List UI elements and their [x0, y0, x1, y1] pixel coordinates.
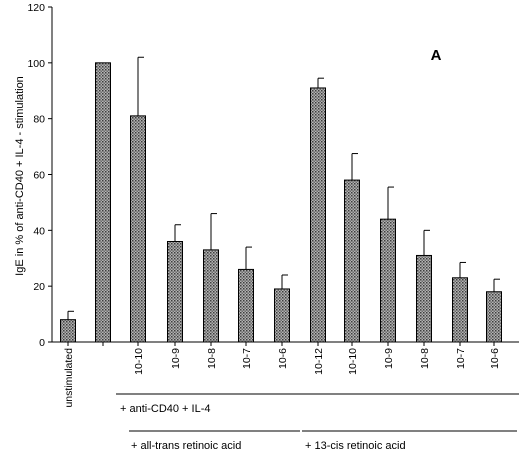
error-bars — [67, 56, 500, 320]
bar — [95, 62, 111, 343]
bar — [344, 179, 360, 343]
bar — [130, 115, 146, 343]
panel-label: A — [431, 47, 442, 64]
category-labels: unstimulated 10-10 10-9 10-8 10-7 10-6 10-12 10… — [63, 348, 501, 408]
category-label: 10-8 — [206, 348, 218, 369]
group-label-anti-cd40: + anti-CD40 + IL-4 — [120, 403, 211, 415]
bar — [416, 254, 432, 343]
bar — [203, 249, 219, 343]
bar — [167, 241, 183, 343]
bar — [238, 268, 254, 343]
group-label-13-cis: + 13-cis retinoic acid — [305, 440, 406, 452]
category-label: 10-9 — [170, 348, 182, 369]
category-label: 10-9 — [383, 348, 395, 369]
bars — [60, 62, 502, 343]
axes: 0 20 40 60 80 100 120 — [27, 2, 519, 349]
category-label: 10-10 — [347, 348, 359, 375]
category-label: 10-10 — [133, 348, 145, 375]
bar — [452, 277, 468, 343]
y-tick-label: 100 — [27, 58, 45, 70]
category-label: 10-6 — [489, 348, 501, 369]
category-label: 10-8 — [419, 348, 431, 369]
bar — [380, 218, 396, 343]
bar — [310, 87, 326, 343]
y-tick-label: 20 — [33, 281, 45, 293]
category-label: 10-7 — [455, 348, 467, 369]
category-label: 10-6 — [277, 348, 289, 369]
group-label-all-trans: + all-trans retinoic acid — [131, 440, 241, 452]
category-label: 10-7 — [241, 348, 253, 369]
bar — [274, 288, 290, 343]
y-tick-label: 80 — [33, 114, 45, 126]
y-axis-label: IgE in % of anti-CD40 + IL-4 - stimulati… — [14, 76, 26, 276]
category-label: unstimulated — [63, 348, 75, 408]
y-tick-label: 120 — [27, 2, 45, 14]
bar — [60, 319, 76, 343]
category-label: 10-12 — [313, 348, 325, 375]
bar — [486, 291, 502, 343]
y-tick-label: 40 — [33, 225, 45, 237]
y-tick-label: 60 — [33, 170, 45, 182]
y-tick-label: 0 — [39, 337, 45, 349]
